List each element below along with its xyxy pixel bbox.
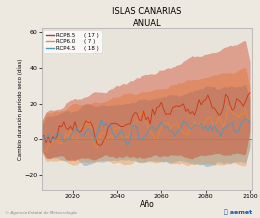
- Title: ISLAS CANARIAS
ANUAL: ISLAS CANARIAS ANUAL: [112, 7, 181, 27]
- Text: ⓨ aemet: ⓨ aemet: [224, 210, 252, 215]
- X-axis label: Año: Año: [140, 200, 154, 209]
- Legend: RCP8.5     ( 17 ), RCP6.0     ( 7 ), RCP4.5     ( 18 ): RCP8.5 ( 17 ), RCP6.0 ( 7 ), RCP4.5 ( 18…: [43, 30, 102, 53]
- Y-axis label: Cambio duración período seco (días): Cambio duración período seco (días): [17, 58, 23, 160]
- Text: © Agencia Estatal de Meteorología: © Agencia Estatal de Meteorología: [5, 211, 77, 215]
